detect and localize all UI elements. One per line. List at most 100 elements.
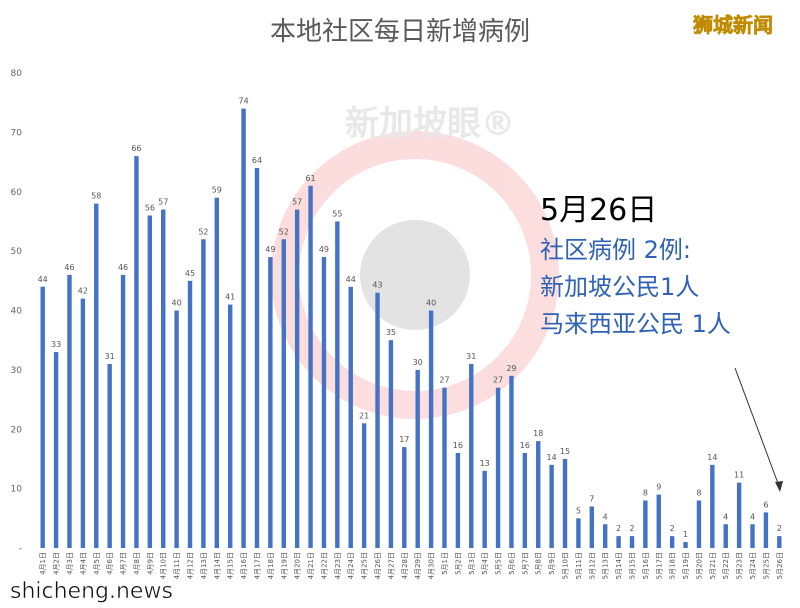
x-tick-label: 5月22日 bbox=[722, 552, 730, 579]
bar bbox=[469, 363, 474, 548]
x-tick-label: 4月8日 bbox=[133, 552, 141, 575]
data-label: 2 bbox=[616, 524, 621, 533]
x-tick-label: 5月9日 bbox=[548, 552, 556, 575]
data-label: 27 bbox=[493, 376, 503, 385]
bar bbox=[174, 310, 179, 548]
bar bbox=[576, 518, 581, 548]
x-tick-label: 4月29日 bbox=[414, 552, 422, 579]
x-tick-label: 5月14日 bbox=[615, 552, 623, 579]
data-label: 49 bbox=[265, 245, 275, 254]
data-label: 46 bbox=[64, 263, 74, 272]
bar bbox=[227, 304, 233, 548]
x-tick-label: 4月12日 bbox=[187, 552, 195, 579]
x-tick-label: 5月3日 bbox=[468, 552, 476, 575]
bar bbox=[161, 209, 166, 548]
data-label: 15 bbox=[560, 447, 570, 456]
data-label: 29 bbox=[506, 364, 516, 373]
bar bbox=[187, 280, 193, 548]
bar bbox=[321, 257, 327, 548]
x-tick-label: 4月15日 bbox=[227, 552, 235, 579]
x-tick-label: 4月13日 bbox=[200, 552, 208, 579]
x-tick-label: 5月8日 bbox=[535, 552, 543, 575]
bar bbox=[361, 423, 367, 548]
data-label: 58 bbox=[91, 192, 101, 201]
x-tick-label: 5月2日 bbox=[454, 552, 462, 575]
bar bbox=[268, 257, 273, 548]
annotation-line: 马来西亚公民 1人 bbox=[540, 310, 731, 338]
x-tick-label: 4月22日 bbox=[320, 552, 328, 579]
data-label: 14 bbox=[547, 453, 557, 462]
x-tick-label: 5月21日 bbox=[709, 552, 717, 579]
data-label: 18 bbox=[533, 429, 543, 438]
x-tick-label: 4月24日 bbox=[347, 552, 355, 579]
bar bbox=[750, 524, 755, 548]
x-tick-label: 4月3日 bbox=[66, 552, 74, 575]
bar bbox=[375, 292, 380, 548]
bar bbox=[388, 340, 394, 548]
bar bbox=[241, 108, 246, 548]
bar bbox=[147, 215, 153, 548]
data-label: 16 bbox=[520, 441, 530, 450]
data-label: 30 bbox=[413, 358, 423, 367]
bar bbox=[281, 239, 286, 548]
data-label: 14 bbox=[707, 453, 717, 462]
data-label: 43 bbox=[372, 281, 382, 290]
bar bbox=[294, 209, 300, 548]
x-tick-label: 4月11日 bbox=[173, 552, 181, 579]
footer: shicheng.news bbox=[10, 579, 173, 604]
annotation-arrow bbox=[734, 367, 780, 487]
data-label: 9 bbox=[656, 483, 661, 492]
bar bbox=[348, 286, 353, 548]
x-tick-label: 5月26日 bbox=[776, 552, 784, 579]
data-label: 40 bbox=[426, 299, 436, 308]
y-tick-label: 70 bbox=[11, 128, 23, 138]
bar bbox=[201, 239, 206, 548]
bar bbox=[495, 387, 501, 548]
data-label: 59 bbox=[212, 186, 222, 195]
data-label: 56 bbox=[145, 204, 155, 213]
x-tick-label: 5月1日 bbox=[441, 552, 449, 575]
data-label: 27 bbox=[439, 376, 449, 385]
bar bbox=[455, 453, 461, 548]
bar bbox=[616, 536, 621, 548]
data-label: 44 bbox=[38, 275, 48, 284]
bar bbox=[763, 512, 769, 548]
data-label: 40 bbox=[172, 299, 182, 308]
y-tick-label: 20 bbox=[11, 425, 23, 435]
y-tick-label: 40 bbox=[11, 307, 23, 317]
data-label: 52 bbox=[279, 227, 289, 236]
data-label: 1 bbox=[683, 530, 688, 539]
data-label: 2 bbox=[670, 524, 675, 533]
annotation-date: 5月26日 bbox=[540, 193, 657, 228]
bar bbox=[415, 369, 420, 548]
x-tick-label: 4月30日 bbox=[428, 552, 436, 579]
x-tick-label: 5月15日 bbox=[628, 552, 636, 579]
x-tick-label: 5月6日 bbox=[508, 552, 516, 575]
x-tick-label: 5月4日 bbox=[481, 552, 489, 575]
bar bbox=[107, 363, 112, 548]
x-tick-label: 4月2日 bbox=[53, 552, 61, 575]
data-label: 41 bbox=[225, 293, 235, 302]
data-label: 49 bbox=[319, 245, 329, 254]
data-label: 44 bbox=[346, 275, 356, 284]
bar bbox=[67, 274, 72, 548]
x-tick-label: 5月10日 bbox=[562, 552, 570, 579]
x-tick-label: 4月14日 bbox=[213, 552, 221, 579]
data-label: 16 bbox=[453, 441, 463, 450]
bar bbox=[53, 352, 59, 548]
data-label: 45 bbox=[185, 269, 195, 278]
bar bbox=[402, 447, 407, 548]
bar bbox=[562, 458, 568, 548]
chart-title: 本地社区每日新增病例 bbox=[270, 17, 530, 47]
x-tick-label: 5月11日 bbox=[575, 552, 583, 579]
bar bbox=[656, 494, 661, 548]
data-label: 7 bbox=[589, 494, 594, 503]
bar bbox=[335, 221, 340, 548]
x-tick-label: 5月24日 bbox=[749, 552, 757, 579]
data-label: 52 bbox=[198, 227, 208, 236]
y-tick-label: 30 bbox=[11, 366, 23, 376]
x-tick-label: 5月19日 bbox=[682, 552, 690, 579]
x-tick-label: 4月21日 bbox=[307, 552, 315, 579]
logo: 狮城新闻 bbox=[693, 13, 773, 37]
